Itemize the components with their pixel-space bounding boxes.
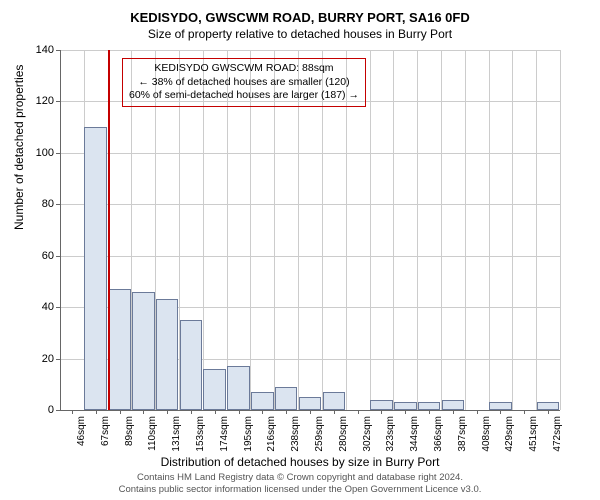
- histogram-bar: [251, 392, 274, 410]
- histogram-bar: [180, 320, 203, 410]
- gridline-horizontal: [60, 50, 560, 51]
- xtick-label: 131sqm: [171, 416, 182, 452]
- xtick-label: 302sqm: [362, 416, 373, 452]
- xtick-label: 89sqm: [124, 416, 135, 446]
- xtick-label: 387sqm: [457, 416, 468, 452]
- histogram-bar: [156, 299, 179, 410]
- ytick-label: 0: [24, 404, 54, 416]
- xtick-label: 280sqm: [338, 416, 349, 452]
- gridline-vertical: [417, 50, 418, 410]
- histogram-bar: [418, 402, 441, 410]
- gridline-vertical: [441, 50, 442, 410]
- footer-line-1: Contains HM Land Registry data © Crown c…: [0, 472, 600, 484]
- footer-text: Contains HM Land Registry data © Crown c…: [0, 472, 600, 496]
- xtick-label: 174sqm: [219, 416, 230, 452]
- histogram-bar: [299, 397, 322, 410]
- histogram-bar: [227, 366, 250, 410]
- xtick-label: 195sqm: [243, 416, 254, 452]
- annotation-line-2: ← 38% of detached houses are smaller (12…: [129, 76, 359, 90]
- ytick-label: 60: [24, 250, 54, 262]
- histogram-bar: [84, 127, 107, 410]
- chart-subtitle: Size of property relative to detached ho…: [0, 27, 600, 41]
- xtick-label: 238sqm: [290, 416, 301, 452]
- xtick-label: 472sqm: [552, 416, 563, 452]
- plot-area: 02040608010012014046sqm67sqm89sqm110sqm1…: [60, 50, 560, 410]
- ytick-label: 100: [24, 147, 54, 159]
- gridline-vertical: [465, 50, 466, 410]
- xtick-label: 429sqm: [504, 416, 515, 452]
- histogram-bar: [323, 392, 346, 410]
- xtick-label: 323sqm: [385, 416, 396, 452]
- xtick-label: 216sqm: [266, 416, 277, 452]
- xtick-label: 153sqm: [195, 416, 206, 452]
- ytick-label: 40: [24, 301, 54, 313]
- xtick-label: 259sqm: [314, 416, 325, 452]
- gridline-vertical: [489, 50, 490, 410]
- gridline-horizontal: [60, 153, 560, 154]
- gridline-vertical: [560, 50, 561, 410]
- histogram-bar: [537, 402, 560, 410]
- gridline-vertical: [370, 50, 371, 410]
- y-axis-line: [60, 50, 61, 410]
- annotation-line-3: 60% of semi-detached houses are larger (…: [129, 89, 359, 103]
- gridline-horizontal: [60, 204, 560, 205]
- xtick-label: 408sqm: [481, 416, 492, 452]
- xtick-label: 110sqm: [147, 416, 158, 451]
- gridline-vertical: [536, 50, 537, 410]
- xtick-label: 67sqm: [100, 416, 111, 446]
- gridline-vertical: [512, 50, 513, 410]
- x-axis-line: [60, 410, 560, 411]
- x-axis-label: Distribution of detached houses by size …: [0, 455, 600, 469]
- property-marker-line: [108, 50, 110, 410]
- histogram-bar: [275, 387, 298, 410]
- histogram-bar: [132, 292, 155, 410]
- ytick-label: 80: [24, 198, 54, 210]
- ytick-label: 20: [24, 353, 54, 365]
- histogram-bar: [394, 402, 417, 410]
- xtick-label: 366sqm: [433, 416, 444, 452]
- xtick-label: 451sqm: [528, 416, 539, 452]
- xtick-label: 344sqm: [409, 416, 420, 452]
- histogram-bar: [370, 400, 393, 410]
- xtick-label: 46sqm: [76, 416, 87, 446]
- gridline-horizontal: [60, 256, 560, 257]
- histogram-bar: [489, 402, 512, 410]
- ytick-label: 120: [24, 95, 54, 107]
- footer-line-2: Contains public sector information licen…: [0, 484, 600, 496]
- histogram-bar: [203, 369, 226, 410]
- gridline-vertical: [393, 50, 394, 410]
- histogram-bar: [442, 400, 465, 410]
- annotation-line-1: KEDISYDO GWSCWM ROAD: 88sqm: [129, 62, 359, 76]
- chart-title: KEDISYDO, GWSCWM ROAD, BURRY PORT, SA16 …: [0, 0, 600, 25]
- ytick-label: 140: [24, 44, 54, 56]
- annotation-box: KEDISYDO GWSCWM ROAD: 88sqm← 38% of deta…: [122, 58, 366, 107]
- histogram-bar: [108, 289, 131, 410]
